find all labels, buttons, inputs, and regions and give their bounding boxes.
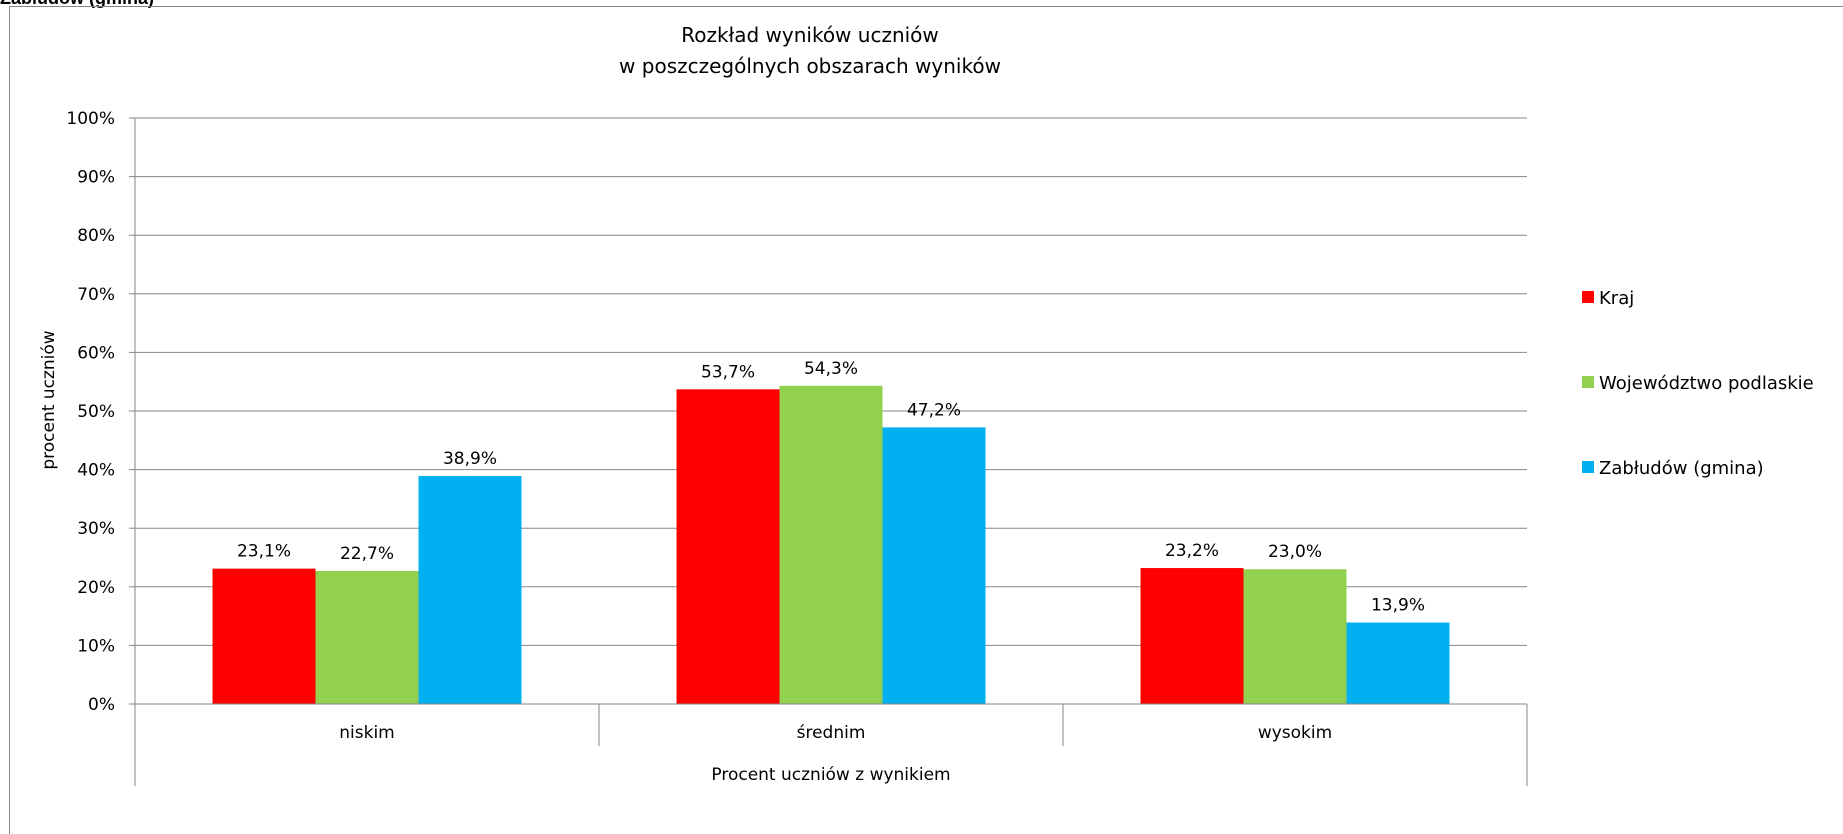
y-axis-title: procent uczniów	[39, 330, 59, 469]
chart-title-line-2: w poszczególnych obszarach wyników	[619, 54, 1001, 78]
legend-swatch	[1582, 291, 1594, 303]
bar-wysokim-0	[1140, 568, 1244, 704]
data-label: 54,3%	[804, 359, 858, 379]
data-label: 22,7%	[340, 544, 394, 564]
data-label: 23,2%	[1165, 541, 1219, 561]
bar-wysokim-1	[1243, 569, 1347, 704]
legend-label: Zabłudów (gmina)	[1599, 458, 1764, 479]
page-header-label: Zabłudów (gmina)	[0, 0, 154, 9]
legend-label: Województwo podlaskie	[1599, 373, 1814, 394]
y-tick-label: 50%	[77, 402, 115, 422]
bar-niskim-1	[315, 570, 419, 704]
x-tick-label: wysokim	[1258, 723, 1332, 743]
data-label: 47,2%	[907, 400, 961, 420]
y-tick-label: 70%	[77, 285, 115, 305]
y-tick-label: 10%	[77, 636, 115, 656]
legend-swatch	[1582, 461, 1594, 473]
bar-średnim-1	[779, 385, 883, 704]
chart-title-line-1: Rozkład wyników uczniów	[681, 23, 939, 47]
y-tick-label: 40%	[77, 461, 115, 481]
y-tick-label: 60%	[77, 343, 115, 363]
y-tick-label: 20%	[77, 578, 115, 598]
y-axis-label: procent uczniów	[39, 330, 59, 469]
bar-wysokim-2	[1346, 622, 1450, 704]
chart-title: Rozkład wyników uczniów w poszczególnych …	[619, 23, 1001, 78]
bar-średnim-2	[882, 427, 986, 704]
x-axis-title: Procent uczniów z wynikiem	[711, 765, 950, 785]
y-tick-labels: 0% 10% 20% 30% 40% 50% 60% 70% 80% 90% 100%	[66, 109, 115, 715]
data-label: 23,0%	[1268, 542, 1322, 562]
y-tick-label: 0%	[88, 695, 115, 715]
legend-label: Kraj	[1599, 288, 1634, 309]
data-label: 13,9%	[1371, 596, 1425, 616]
y-tick-label: 80%	[77, 226, 115, 246]
chart-frame	[9, 6, 1843, 834]
data-label: 38,9%	[443, 449, 497, 469]
x-tick-label: średnim	[797, 723, 866, 743]
data-label: 23,1%	[237, 542, 291, 562]
legend-swatch	[1582, 376, 1594, 388]
data-labels: 23,1% 22,7% 38,9% 53,7% 54,3% 47,2% 23,2% 23,0%…	[237, 359, 1425, 616]
y-tick-label: 90%	[77, 168, 115, 188]
y-tick-label: 100%	[66, 109, 115, 129]
data-label: 53,7%	[701, 362, 755, 382]
y-tick-label: 30%	[77, 519, 115, 539]
x-tick-label: niskim	[339, 723, 394, 743]
x-axis: niskim średnim wysokim Procent uczniów z wy…	[134, 703, 1528, 786]
bar-średnim-0	[676, 389, 780, 704]
legend: Kraj Województwo podlaskie Zabłudów (gmina…	[1582, 288, 1814, 479]
bars	[212, 385, 1450, 704]
bar-niskim-2	[418, 476, 522, 704]
bar-niskim-0	[212, 568, 316, 704]
